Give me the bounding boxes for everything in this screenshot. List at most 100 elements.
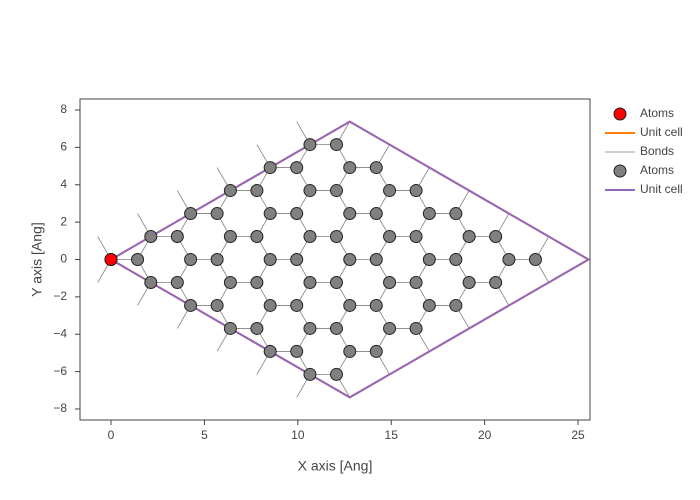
x-axis-title: X axis [Ang] xyxy=(298,458,373,474)
atom-marker xyxy=(303,138,317,152)
atom-marker xyxy=(369,253,383,266)
plot-area xyxy=(97,120,590,399)
atom-marker xyxy=(263,344,277,358)
atom-marker xyxy=(303,230,317,244)
atom-marker xyxy=(131,253,145,266)
y-tick-label: 2 xyxy=(60,214,67,228)
atom-marker xyxy=(184,298,198,312)
x-tick-label: 0 xyxy=(108,428,115,442)
atom-marker xyxy=(462,275,476,289)
atom-marker xyxy=(369,207,383,221)
atom-marker xyxy=(223,275,237,289)
atom-marker xyxy=(250,184,264,198)
atom-marker xyxy=(502,253,516,266)
atom-marker xyxy=(422,298,436,312)
legend-label: Unit cell xyxy=(640,182,683,196)
legend-label: Atoms xyxy=(640,163,674,177)
x-tick-label: 10 xyxy=(291,428,305,442)
atom-marker xyxy=(290,344,304,358)
atom-marker xyxy=(144,230,158,244)
legend-label: Unit cell xyxy=(640,125,683,139)
y-tick-label: −2 xyxy=(53,289,67,303)
atom-marker xyxy=(250,275,264,289)
atom-marker xyxy=(250,321,264,335)
atom-marker xyxy=(409,275,423,289)
atom-marker xyxy=(422,253,436,266)
atom-marker xyxy=(422,207,436,221)
atom-marker xyxy=(184,207,198,221)
atom-marker xyxy=(383,230,397,244)
atom-marker xyxy=(210,298,224,312)
atom-marker xyxy=(383,275,397,289)
atom-marker xyxy=(303,275,317,289)
atom-marker xyxy=(303,184,317,198)
y-tick-label: −6 xyxy=(53,364,67,378)
atom-marker xyxy=(449,298,463,312)
atom-marker xyxy=(409,321,423,335)
atom-marker xyxy=(263,298,277,312)
legend-label: Atoms xyxy=(640,106,674,120)
y-tick-label: 8 xyxy=(60,102,67,116)
atom-marker xyxy=(343,253,357,266)
atom-marker xyxy=(184,253,198,266)
atom-marker xyxy=(369,344,383,358)
atom-marker xyxy=(329,184,343,198)
atom-marker xyxy=(104,253,118,266)
series-line xyxy=(97,121,550,398)
atom-marker xyxy=(263,161,277,175)
atom-marker xyxy=(383,184,397,198)
atom-marker xyxy=(489,230,503,244)
atom-marker xyxy=(329,230,343,244)
y-axis-title: Y axis [Ang] xyxy=(29,222,45,296)
x-tick-label: 20 xyxy=(478,428,492,442)
atom-marker xyxy=(290,161,304,175)
atom-marker xyxy=(329,138,343,152)
atom-marker xyxy=(290,253,304,266)
atom-marker xyxy=(369,161,383,175)
atom-marker xyxy=(210,253,224,266)
atom-marker xyxy=(329,275,343,289)
atom-marker xyxy=(223,321,237,335)
atom-marker xyxy=(170,230,184,244)
atom-marker xyxy=(170,275,184,289)
y-tick-label: 6 xyxy=(60,140,67,154)
atom-marker xyxy=(449,253,463,266)
atom-marker xyxy=(343,344,357,358)
y-tick-label: −8 xyxy=(53,401,67,415)
atom-marker xyxy=(343,161,357,175)
legend-marker xyxy=(613,164,627,178)
x-tick-label: 25 xyxy=(571,428,585,442)
atom-marker xyxy=(449,207,463,221)
atom-marker xyxy=(343,207,357,221)
atom-marker xyxy=(250,230,264,244)
atom-marker xyxy=(462,230,476,244)
atom-marker xyxy=(290,207,304,221)
atom-marker xyxy=(369,298,383,312)
y-tick-label: −4 xyxy=(53,326,67,340)
x-tick-label: 15 xyxy=(385,428,399,442)
atom-marker xyxy=(303,367,317,381)
atom-marker xyxy=(329,321,343,335)
y-tick-label: 0 xyxy=(60,252,67,266)
atom-marker xyxy=(409,184,423,198)
legend-label: Bonds xyxy=(640,144,674,158)
atom-marker xyxy=(343,298,357,312)
atom-marker xyxy=(303,321,317,335)
y-tick-label: 4 xyxy=(60,177,67,191)
x-tick-label: 5 xyxy=(201,428,208,442)
atom-marker xyxy=(223,184,237,198)
atom-marker xyxy=(383,321,397,335)
atom-marker xyxy=(263,207,277,221)
atom-marker xyxy=(210,207,224,221)
legend-marker xyxy=(613,107,627,121)
atom-marker xyxy=(263,253,277,266)
atom-marker xyxy=(528,253,542,266)
atom-marker xyxy=(144,275,158,289)
atom-marker xyxy=(290,298,304,312)
atom-marker xyxy=(409,230,423,244)
atom-marker xyxy=(223,230,237,244)
atom-marker xyxy=(489,275,503,289)
atom-marker xyxy=(329,367,343,381)
